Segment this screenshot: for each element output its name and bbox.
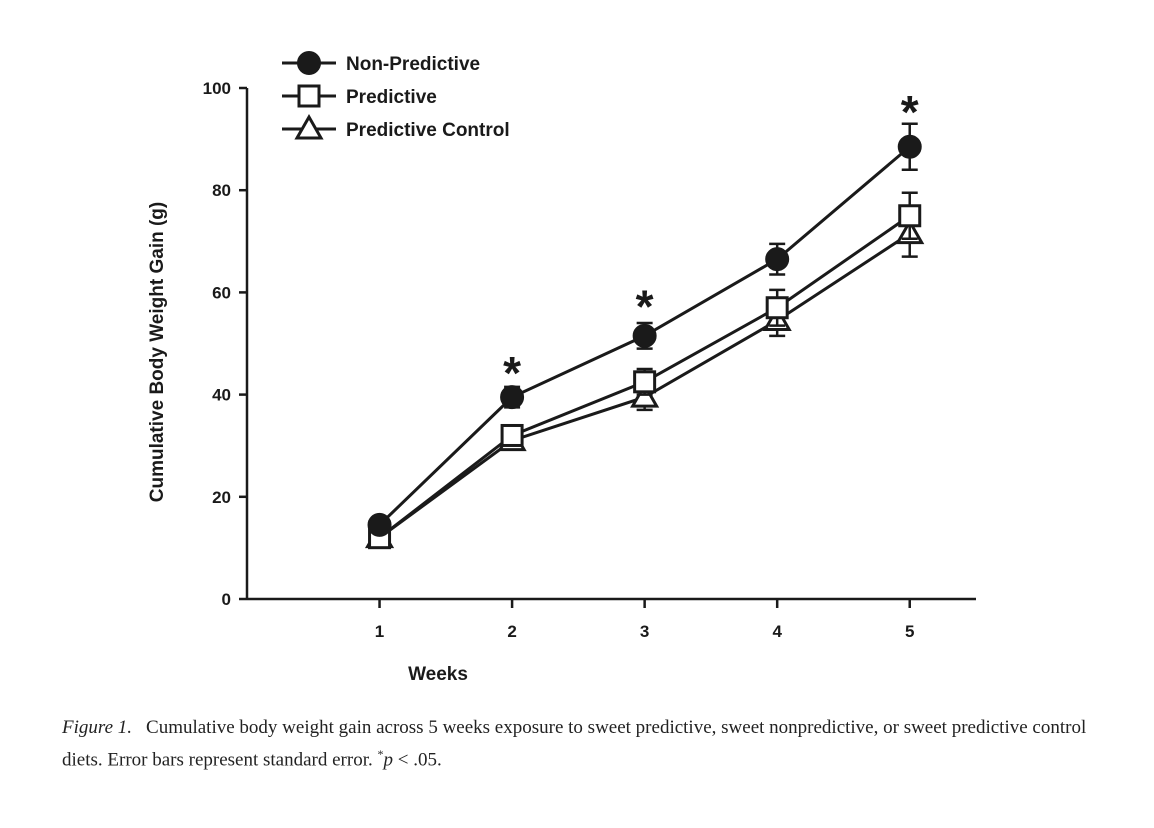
- x-axis-title: Weeks: [408, 664, 468, 685]
- x-tick-label: 4: [772, 622, 782, 641]
- legend-label: Non-Predictive: [346, 54, 480, 75]
- significance-asterisk: *: [503, 347, 521, 399]
- data-point: [765, 247, 790, 272]
- y-tick-label: 100: [203, 79, 231, 98]
- caption-text: Cumulative body weight gain across 5 wee…: [62, 717, 1087, 771]
- data-point: [898, 204, 922, 228]
- y-tick-label: 60: [212, 283, 231, 302]
- legend-item-non-predictive: Non-Predictive: [282, 51, 480, 75]
- significance-asterisk: *: [636, 280, 654, 332]
- x-tick-label: 5: [905, 622, 914, 641]
- line-chart: 0 20 40 60 80 100 1 2 3 4 5 * * * Non-Predictive Pred…: [147, 51, 976, 685]
- axes: [245, 88, 976, 601]
- legend: Non-Predictive Predictive Predictive Contr…: [282, 51, 510, 141]
- significance-asterisk: *: [901, 86, 919, 138]
- y-axis-title: Cumulative Body Weight Gain (g): [147, 202, 168, 503]
- data-point: [897, 134, 922, 159]
- caption-sig-rest: < .05.: [393, 749, 442, 771]
- caption-sig-symbol: *: [377, 747, 384, 761]
- caption-label: Figure 1.: [62, 717, 133, 738]
- y-tick-label: 80: [212, 181, 231, 200]
- data-point: [367, 512, 392, 537]
- ticks: 0 20 40 60 80 100 1 2 3 4 5: [203, 79, 915, 641]
- x-tick-label: 2: [507, 622, 516, 641]
- legend-item-predictive-control: Predictive Control: [282, 113, 510, 141]
- legend-item-predictive: Predictive: [282, 84, 437, 108]
- legend-label: Predictive Control: [346, 120, 510, 141]
- series-group: [364, 122, 925, 550]
- y-tick-label: 20: [212, 488, 231, 507]
- data-point: [633, 370, 657, 394]
- legend-label: Predictive: [346, 87, 437, 108]
- legend-marker: [297, 51, 321, 75]
- legend-marker: [294, 113, 324, 140]
- x-tick-label: 3: [640, 622, 649, 641]
- legend-marker: [297, 84, 321, 108]
- y-tick-label: 40: [212, 386, 231, 405]
- data-point: [500, 423, 524, 447]
- series-predictive: [368, 191, 922, 550]
- data-point: [632, 323, 657, 348]
- y-tick-label: 0: [222, 590, 231, 609]
- caption-sig-p: p: [383, 749, 394, 771]
- data-point: [500, 385, 525, 410]
- data-point: [765, 296, 789, 320]
- series-non-predictive: [367, 122, 922, 537]
- figure-caption: Figure 1. Cumulative body weight gain acr…: [62, 714, 1102, 773]
- annotations: * * *: [503, 86, 919, 399]
- x-tick-label: 1: [375, 622, 384, 641]
